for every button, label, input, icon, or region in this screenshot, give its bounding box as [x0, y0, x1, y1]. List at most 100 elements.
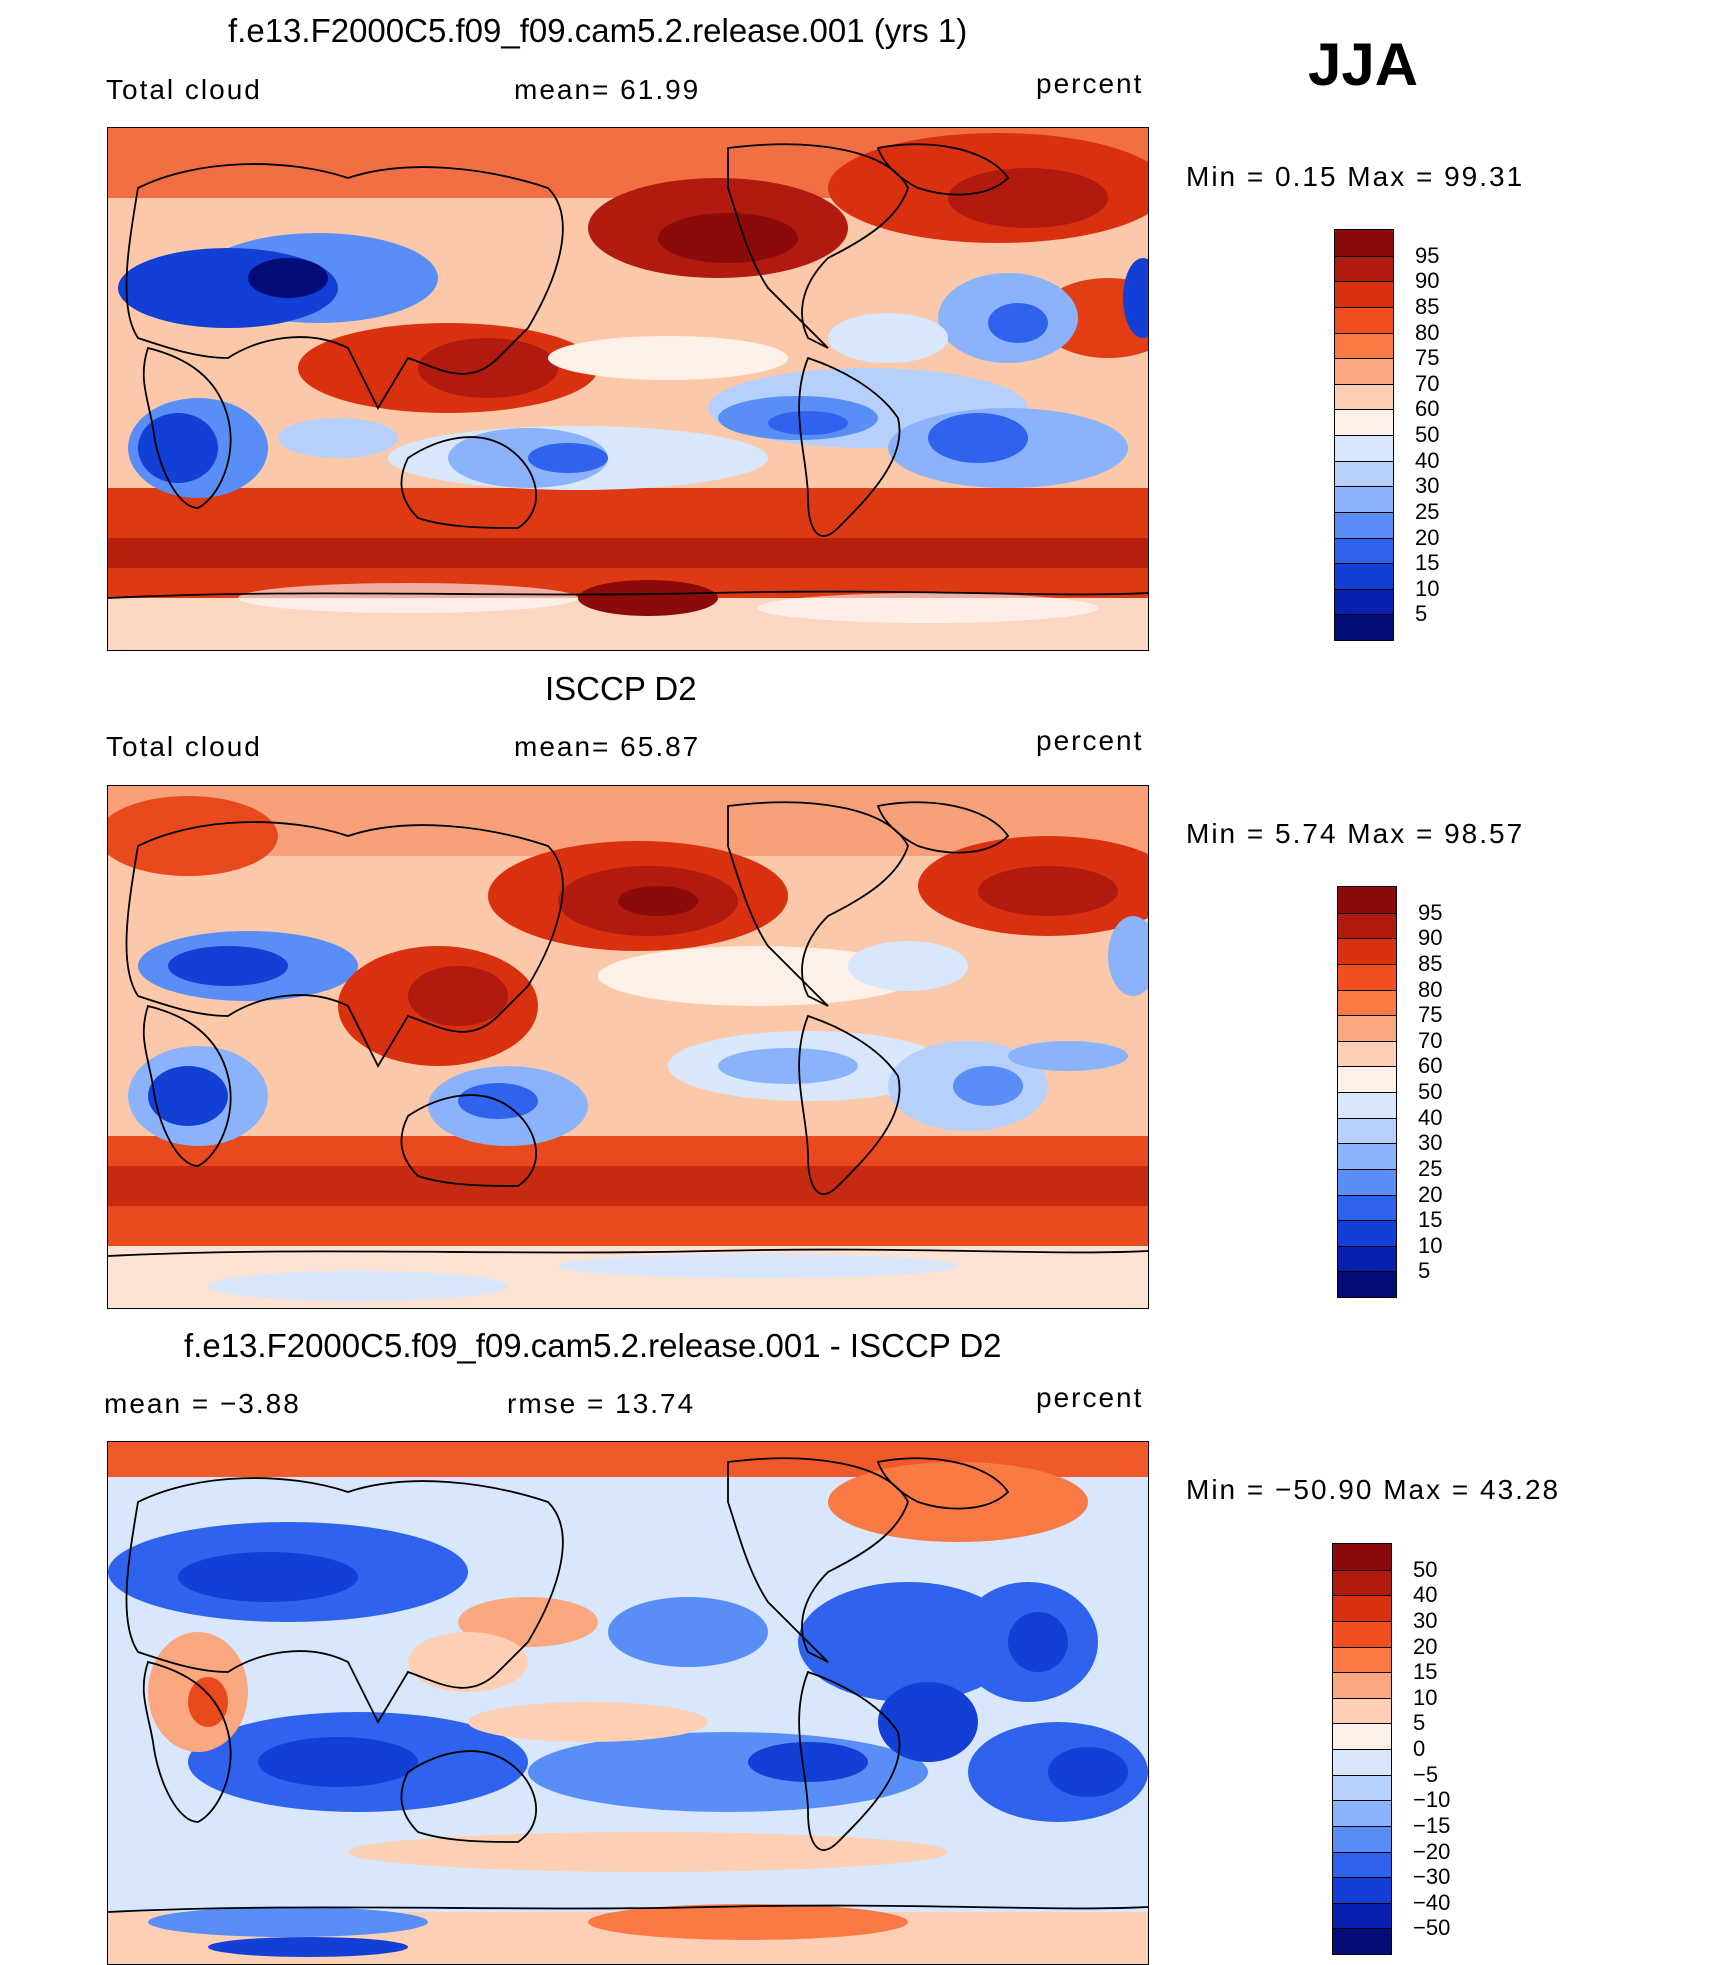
- panel-2-title: ISCCP D2: [545, 670, 697, 707]
- colorbar-swatch: [1333, 1825, 1391, 1852]
- colorbar-tick-label: −15: [1413, 1812, 1451, 1838]
- colorbar-swatch: [1335, 563, 1393, 589]
- colorbar-tick-label: 20: [1418, 1181, 1443, 1207]
- colorbar-swatch: [1338, 1015, 1396, 1041]
- colorbar-tick-label: −50: [1413, 1915, 1451, 1941]
- colorbar-tick-label: 20: [1415, 524, 1440, 550]
- colorbar-swatch: [1333, 1595, 1391, 1621]
- colorbar-tick-label: −10: [1413, 1787, 1451, 1813]
- colorbar-swatch: [1333, 1851, 1391, 1878]
- panel-1-colorbar: 95 90 85 80 75 70 60 50 40 30 25 20 15 10 5: [1334, 229, 1439, 641]
- colorbar-swatch: [1335, 383, 1393, 410]
- panel-3-units-label: percent: [1036, 1382, 1144, 1413]
- colorbar-swatch: [1335, 588, 1393, 615]
- colorbar-swatch: [1335, 435, 1393, 461]
- panel-1-units-label: percent: [1036, 68, 1144, 99]
- colorbar-tick-label: 10: [1413, 1684, 1438, 1710]
- colorbar-tick-label: −30: [1413, 1864, 1451, 1890]
- colorbar-tick-label: 40: [1413, 1582, 1438, 1608]
- colorbar-swatch: [1335, 537, 1393, 564]
- colorbar-swatch: [1335, 486, 1393, 512]
- panel-3-title: f.e13.F2000C5.f09_f09.cam5.2.release.001…: [184, 1327, 1002, 1364]
- colorbar-tick-label: 10: [1418, 1232, 1443, 1258]
- colorbar-swatch: [1338, 1143, 1396, 1169]
- colorbar-tick-label: 15: [1413, 1659, 1438, 1685]
- colorbar-swatch: [1338, 938, 1396, 964]
- colorbar-swatch: [1338, 1194, 1396, 1221]
- colorbar-tick-label: 50: [1413, 1556, 1438, 1582]
- panel-1-mean-label: mean= 61.99: [514, 74, 701, 105]
- panel-1-variable-label: Total cloud: [106, 74, 262, 105]
- panel-1-minmax: Min = 0.15 Max = 99.31: [1186, 161, 1525, 192]
- colorbar-swatch: [1335, 511, 1393, 538]
- colorbar-swatch: [1338, 963, 1396, 990]
- colorbar-tick-label: 70: [1415, 370, 1440, 396]
- panel-2-mean-label: mean= 65.87: [514, 731, 701, 762]
- colorbar-tick-label: 40: [1418, 1104, 1443, 1130]
- colorbar-swatch: [1333, 1928, 1391, 1954]
- colorbar-tick-label: 90: [1418, 925, 1443, 951]
- panel-1-map-svg: [108, 128, 1148, 650]
- colorbar-swatch: [1338, 1117, 1396, 1144]
- colorbar-tick-label: 40: [1415, 447, 1440, 473]
- colorbar-swatch: [1335, 255, 1393, 282]
- colorbar-tick-label: 25: [1418, 1155, 1443, 1181]
- colorbar-tick-label: 80: [1418, 976, 1443, 1002]
- colorbar-tick-label: −20: [1413, 1838, 1451, 1864]
- colorbar-tick-label: 0: [1413, 1736, 1426, 1761]
- panel-3-mean-label: mean = −3.88: [104, 1388, 301, 1419]
- colorbar-tick-label: 70: [1418, 1027, 1443, 1053]
- colorbar-tick-label: 75: [1418, 1002, 1443, 1028]
- colorbar-swatch: [1335, 281, 1393, 307]
- panel-3-colorbar: 50 40 30 20 15 10 5 0 −5 −10 −15 −20 −30 −40 −50: [1332, 1543, 1450, 1955]
- colorbar-swatch: [1333, 1646, 1391, 1673]
- colorbar-swatch: [1338, 1245, 1396, 1272]
- panel-3-rmse-label: rmse = 13.74: [507, 1388, 696, 1419]
- colorbar-tick-label: 85: [1415, 293, 1440, 319]
- colorbar-tick-label: 50: [1415, 422, 1440, 447]
- colorbar-tick-label: 90: [1415, 268, 1440, 294]
- panel-1-title: f.e13.F2000C5.f09_f09.cam5.2.release.001…: [228, 12, 968, 49]
- panel-2-map: [107, 785, 1149, 1309]
- colorbar-swatch: [1333, 1749, 1391, 1775]
- colorbar-swatch: [1333, 1877, 1391, 1903]
- colorbar-swatch: [1335, 332, 1393, 359]
- colorbar-tick-label: 5: [1415, 601, 1428, 627]
- colorbar-swatch: [1333, 1697, 1391, 1724]
- colorbar-swatch: [1338, 1168, 1396, 1195]
- panel-2-units-label: percent: [1036, 725, 1144, 756]
- colorbar-tick-label: 15: [1418, 1207, 1443, 1233]
- colorbar-swatch: [1333, 1672, 1391, 1698]
- colorbar-swatch: [1335, 306, 1393, 333]
- colorbar-tick-label: 20: [1413, 1633, 1438, 1659]
- colorbar-tick-label: 30: [1413, 1607, 1438, 1633]
- colorbar-swatch: [1338, 1271, 1396, 1297]
- panel-3-minmax: Min = −50.90 Max = 43.28: [1186, 1474, 1561, 1505]
- colorbar-swatch: [1335, 614, 1393, 640]
- colorbar-swatch: [1333, 1544, 1391, 1570]
- season-label: JJA: [1308, 31, 1419, 98]
- colorbar-tick-label: 95: [1418, 899, 1443, 925]
- colorbar-tick-label: −5: [1413, 1761, 1439, 1787]
- colorbar-swatch: [1335, 230, 1393, 256]
- colorbar-swatch: [1338, 1040, 1396, 1067]
- colorbar-swatch: [1335, 409, 1393, 435]
- panel-2-map-svg: [108, 786, 1148, 1308]
- colorbar-tick-label: 60: [1415, 396, 1440, 422]
- colorbar-tick-label: 25: [1415, 498, 1440, 524]
- panel-2-minmax: Min = 5.74 Max = 98.57: [1186, 818, 1525, 849]
- panel-1-map: [107, 127, 1149, 651]
- colorbar-tick-label: 60: [1418, 1053, 1443, 1079]
- panel-2-colorbar: 95 90 85 80 75 70 60 50 40 30 25 20 15 10 5: [1337, 886, 1442, 1298]
- panel-3-map-svg: [108, 1442, 1148, 1964]
- colorbar-swatch: [1333, 1800, 1391, 1826]
- colorbar-tick-label: 85: [1418, 950, 1443, 976]
- colorbar-swatch: [1333, 1723, 1391, 1749]
- colorbar-swatch: [1333, 1569, 1391, 1596]
- colorbar-swatch: [1338, 912, 1396, 939]
- colorbar-tick-label: 50: [1418, 1079, 1443, 1104]
- colorbar-swatch: [1333, 1902, 1391, 1929]
- colorbar-tick-label: 15: [1415, 550, 1440, 576]
- colorbar-tick-label: 5: [1418, 1258, 1431, 1284]
- colorbar-tick-label: 30: [1418, 1130, 1443, 1156]
